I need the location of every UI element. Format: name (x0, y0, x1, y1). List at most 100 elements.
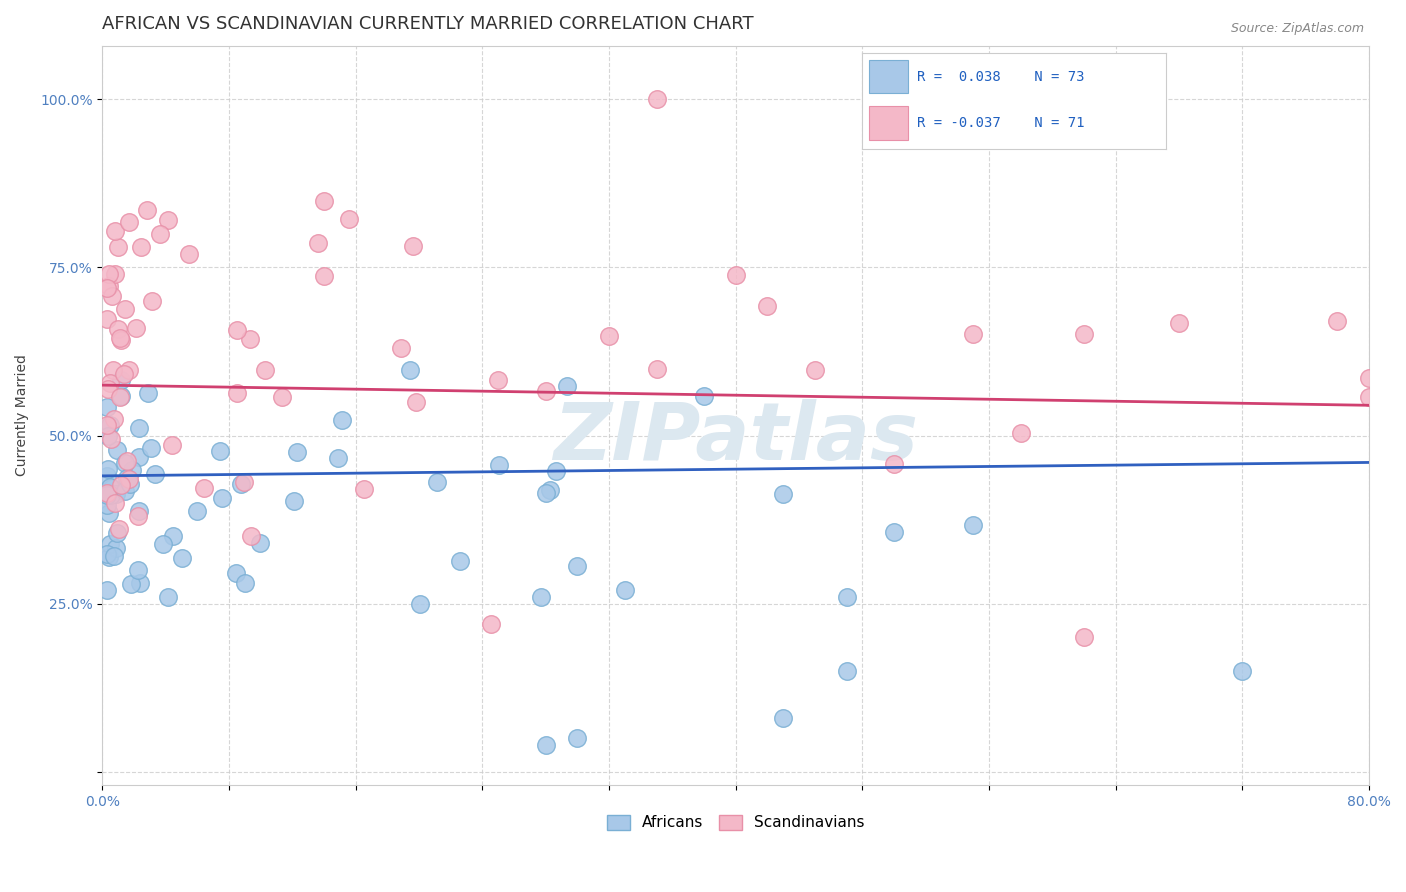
Point (149, 227, 172, 241)
Point (337, 212, 360, 227)
Point (449, 554, 471, 568)
Point (567, 558, 589, 573)
Point (835, 664, 858, 678)
Point (233, 576, 256, 591)
Point (96, 488, 118, 502)
Text: ZIPatlas: ZIPatlas (553, 399, 918, 476)
Point (97, 461, 120, 475)
Point (179, 247, 201, 261)
Point (96, 469, 118, 483)
Point (96, 312, 118, 326)
Point (128, 421, 150, 435)
Point (226, 385, 249, 400)
Point (270, 390, 292, 404)
Point (883, 457, 905, 471)
Point (399, 363, 422, 377)
Point (157, 213, 180, 227)
Point (645, 92, 668, 106)
Point (530, 590, 553, 604)
Point (883, 524, 905, 539)
Point (105, 541, 128, 555)
Point (101, 289, 124, 303)
Point (100, 537, 122, 551)
Point (105, 442, 128, 457)
Point (405, 395, 427, 409)
Point (426, 475, 449, 489)
Point (105, 525, 128, 540)
Point (962, 518, 984, 533)
Point (538, 483, 561, 498)
Point (307, 236, 329, 251)
Point (120, 576, 142, 591)
Point (156, 590, 179, 604)
Point (488, 458, 510, 472)
Point (555, 379, 578, 393)
Point (645, 361, 668, 376)
Point (110, 333, 132, 347)
Point (693, 389, 716, 403)
Point (104, 267, 127, 281)
Point (110, 389, 132, 403)
Point (287, 445, 309, 459)
Point (209, 443, 232, 458)
Point (402, 239, 425, 253)
Y-axis label: Currently Married: Currently Married (15, 354, 30, 476)
Point (613, 583, 636, 598)
Point (101, 481, 124, 495)
Point (486, 373, 509, 387)
Point (326, 450, 349, 465)
Point (128, 504, 150, 518)
Point (107, 522, 129, 536)
Point (1358, 390, 1381, 404)
Point (141, 441, 163, 455)
Point (97, 429, 120, 443)
Point (136, 385, 159, 400)
Point (724, 268, 747, 282)
Point (96, 280, 118, 294)
Point (104, 496, 127, 510)
Point (103, 549, 125, 564)
Point (1010, 425, 1032, 440)
Point (598, 328, 620, 343)
Point (108, 331, 131, 345)
Point (389, 341, 412, 355)
Point (162, 437, 184, 451)
Point (231, 477, 253, 491)
Point (110, 373, 132, 387)
Point (107, 240, 129, 254)
Point (127, 509, 149, 524)
Point (104, 224, 127, 238)
Point (152, 537, 174, 551)
Point (129, 576, 152, 591)
Point (98, 506, 121, 520)
Point (141, 294, 163, 309)
Point (98, 278, 121, 293)
Point (239, 332, 262, 346)
Point (96, 547, 118, 561)
Point (100, 480, 122, 494)
Point (105, 487, 128, 501)
Legend: Africans, Scandinavians: Africans, Scandinavians (600, 808, 870, 837)
Point (772, 487, 794, 501)
Point (114, 302, 136, 317)
Point (772, 711, 794, 725)
Text: AFRICAN VS SCANDINAVIAN CURRENTLY MARRIED CORRELATION CHART: AFRICAN VS SCANDINAVIAN CURRENTLY MARRIE… (103, 15, 754, 33)
Point (127, 563, 149, 577)
Point (546, 464, 568, 478)
Point (249, 536, 271, 550)
Point (128, 450, 150, 464)
Point (135, 203, 157, 218)
Point (408, 597, 430, 611)
Point (233, 475, 256, 489)
Point (170, 551, 193, 566)
Point (125, 321, 148, 335)
Point (534, 486, 557, 500)
Point (1073, 326, 1095, 341)
Point (129, 240, 152, 254)
Point (1326, 314, 1348, 328)
Point (98, 418, 121, 433)
Point (110, 391, 132, 405)
Point (962, 326, 984, 341)
Point (312, 268, 335, 283)
Point (118, 477, 141, 491)
